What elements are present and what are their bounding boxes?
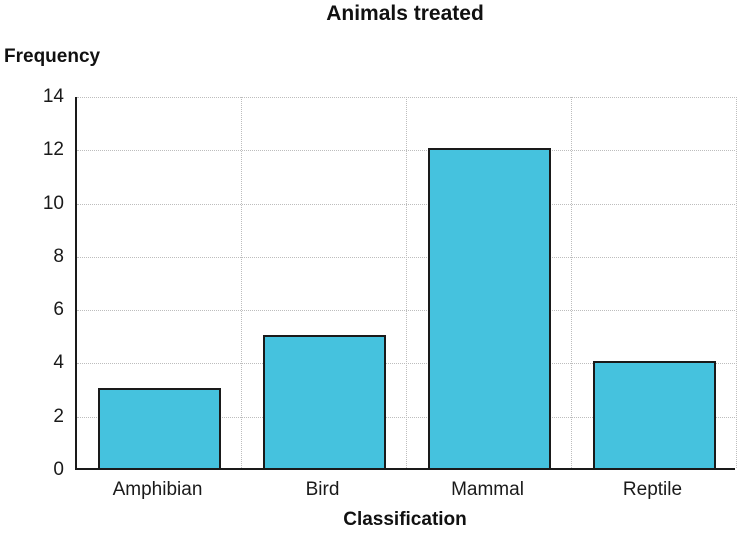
y-tick-label: 6 — [53, 299, 64, 321]
x-tick-label: Reptile — [622, 479, 683, 500]
y-tick-label: 2 — [53, 405, 64, 427]
bar-amphibian — [98, 388, 221, 468]
y-tick-label: 10 — [42, 192, 64, 214]
y-tick-label: 8 — [53, 245, 64, 267]
gridline-vertical — [571, 97, 572, 468]
y-axis-label: Frequency — [4, 46, 101, 67]
gridline-vertical — [406, 97, 407, 468]
gridline-vertical — [241, 97, 242, 468]
x-tick-label: Amphibian — [112, 479, 203, 500]
y-tick-label: 0 — [53, 459, 64, 480]
chart-title: Animals treated — [326, 2, 484, 25]
x-tick-label: Mammal — [451, 479, 524, 500]
x-tick-label: Bird — [305, 479, 340, 500]
plot-area — [75, 97, 737, 470]
bar-mammal — [428, 148, 551, 468]
y-tick-label: 12 — [42, 139, 64, 161]
bar-reptile — [593, 361, 716, 468]
x-axis-label: Classification — [343, 509, 467, 530]
y-tick-label: 4 — [53, 352, 64, 374]
bar-bird — [263, 334, 386, 468]
y-tick-label: 14 — [42, 86, 64, 107]
